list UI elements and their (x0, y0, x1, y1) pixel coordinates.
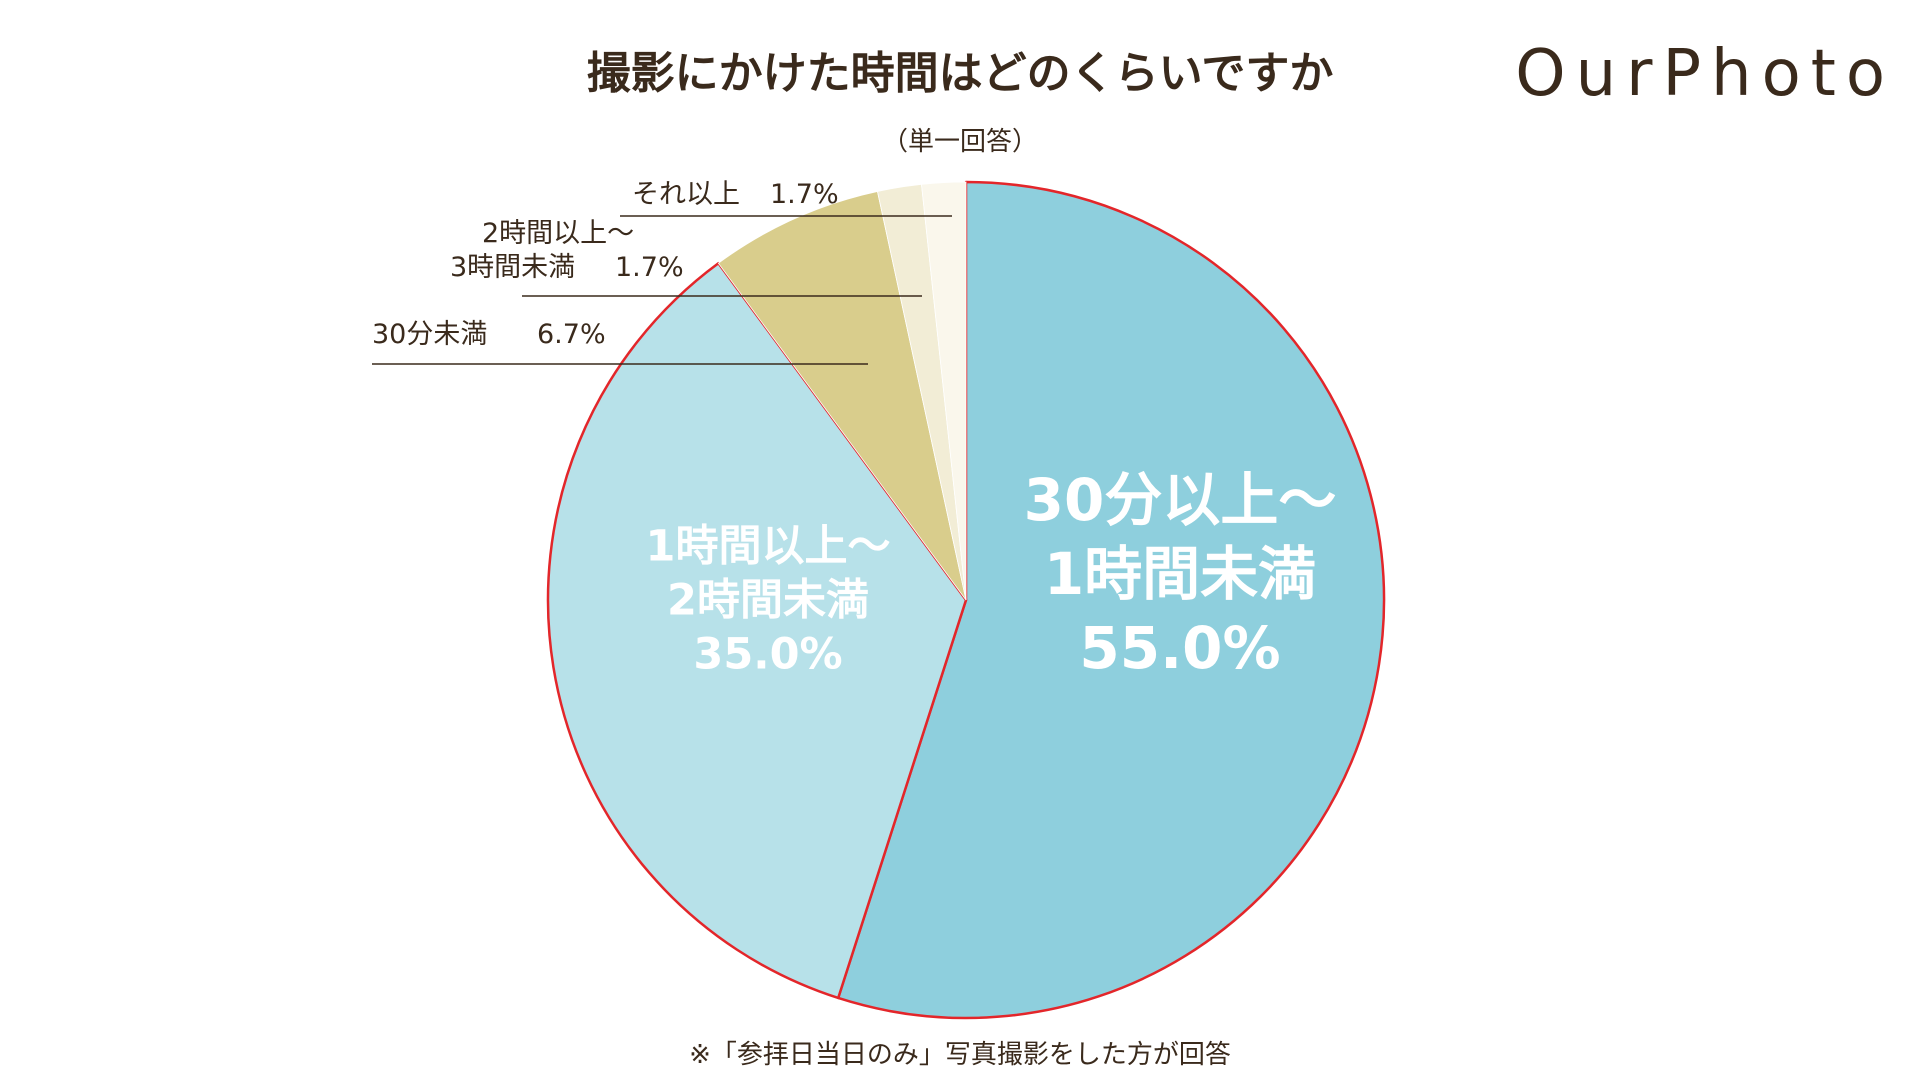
callout-value-label-4: 1.7% (615, 252, 684, 283)
ourphoto-logo: OurPhoto (1515, 37, 1895, 111)
callout-name-label-3: 30分未満 (372, 319, 487, 350)
chart-title: 撮影にかけた時間はどのくらいですか (587, 48, 1334, 99)
pie-slice-3 (717, 191, 967, 601)
pie-slices (546, 180, 1386, 1020)
slice-name-label-1: 30分以上〜 (1024, 466, 1337, 534)
pie-slice-2 (546, 261, 968, 1000)
slice-name-label-2: 2時間未満 (667, 576, 869, 626)
callout-value-label-5: 1.7% (770, 179, 839, 210)
callout-name-label-4: 2時間以上〜 (482, 218, 634, 249)
callout-name-label-4: 3時間未満 (450, 252, 575, 283)
pie-slice-1 (836, 180, 1386, 1020)
slice-value-label-2: 35.0% (693, 630, 842, 680)
chart-subtitle: （単一回答） (882, 127, 1038, 157)
pie-slice-5 (921, 181, 967, 601)
callout-value-label-3: 6.7% (537, 319, 606, 350)
callout-name-label-5: それ以上 (632, 179, 740, 210)
pie-callouts: それ以上 1.7%2時間以上〜3時間未満 1.7%30分未満 6.7% (372, 179, 952, 365)
footnote: ※「参拝日当日のみ」写真撮影をした方が回答 (689, 1040, 1231, 1070)
slice-name-label-1: 1時間未満 (1044, 540, 1316, 608)
slice-value-label-1: 55.0% (1079, 614, 1280, 682)
slice-name-label-2: 1時間以上〜 (646, 522, 891, 572)
